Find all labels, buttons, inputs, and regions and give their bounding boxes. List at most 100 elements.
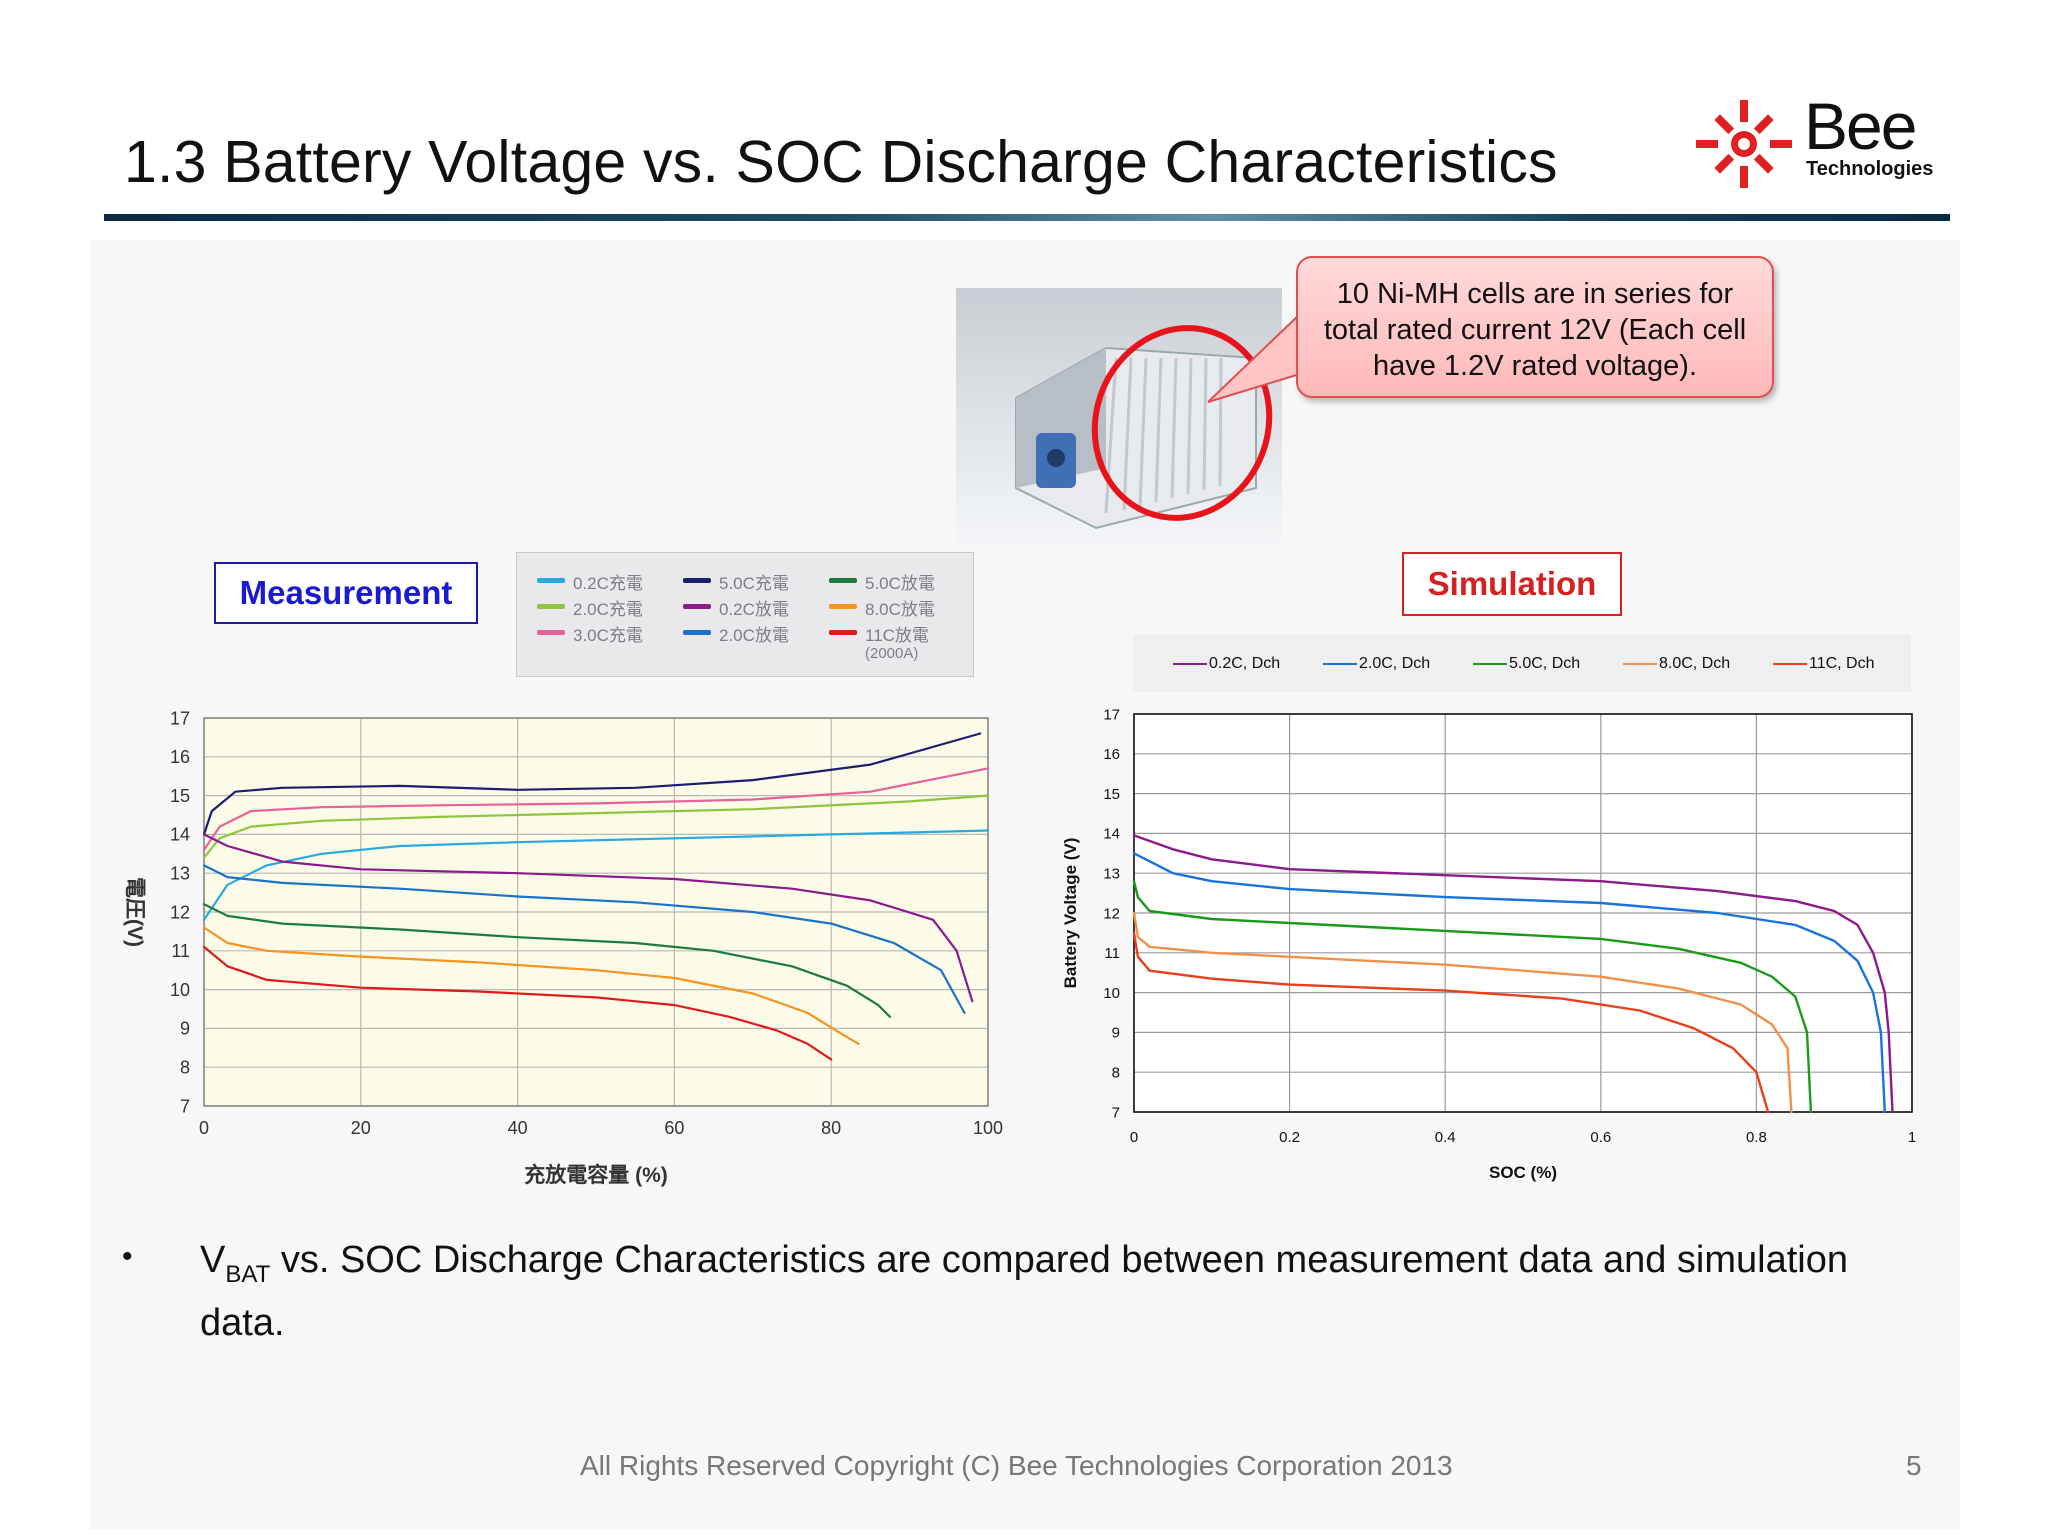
simulation-label: Simulation <box>1402 552 1622 616</box>
legend-label: 2.0C放電 <box>719 626 789 645</box>
battery-callout: 10 Ni-MH cells are in series for total r… <box>1296 256 1774 398</box>
y-tick-label: 7 <box>1112 1104 1120 1121</box>
footer-copyright: All Rights Reserved Copyright (C) Bee Te… <box>580 1450 1453 1481</box>
measurement-chart: 0 20 40 60 80 100 7 8 9 10 11 12 13 14 15 16 17 充放電容量 (%)… <box>123 708 1003 1187</box>
bullet-rest: vs. SOC Discharge Characteristics are co… <box>200 1239 1848 1344</box>
legend-swatch <box>683 604 711 609</box>
y-tick-label: 11 <box>1104 945 1120 962</box>
legend-swatch <box>829 578 857 583</box>
x-tick-label: 60 <box>664 1118 684 1138</box>
legend-swatch <box>1623 663 1657 665</box>
legend-swatch <box>683 630 711 635</box>
y-axis-label: 電圧(V) <box>123 877 146 947</box>
series-line-2 <box>202 767 990 851</box>
series-line-1 <box>1132 852 1886 1114</box>
legend-note: (2000A) <box>865 645 919 662</box>
y-tick-label: 13 <box>170 864 190 884</box>
legend-swatch <box>1323 663 1357 665</box>
y-tick-label: 12 <box>170 902 190 922</box>
x-axis-label: 充放電容量 (%) <box>524 1163 668 1187</box>
legend-label: 11C放電 <box>865 626 929 645</box>
series-line-7 <box>202 926 860 1045</box>
y-tick-label: 13 <box>1103 865 1120 882</box>
legend-label: 0.2C, Dch <box>1209 655 1281 672</box>
x-axis-label: SOC (%) <box>1489 1163 1557 1182</box>
y-tick-label: 15 <box>1103 786 1120 803</box>
x-tick-label: 1 <box>1908 1129 1916 1146</box>
x-tick-label: 40 <box>508 1118 528 1138</box>
legend-label: 5.0C充電 <box>719 574 789 593</box>
y-tick-label: 16 <box>170 747 190 767</box>
legend-label: 0.2C放電 <box>719 600 789 619</box>
legend-label: 8.0C, Dch <box>1659 655 1731 672</box>
series-line-1 <box>202 794 990 859</box>
legend-swatch <box>829 630 857 635</box>
series-line-3 <box>1132 911 1793 1114</box>
legend-swatch <box>1773 663 1807 665</box>
legend-label: 8.0C放電 <box>865 600 935 619</box>
x-tick-label: 80 <box>821 1118 841 1138</box>
logo-wordmark: Bee <box>1804 89 1917 163</box>
x-tick-label: 0.8 <box>1746 1129 1767 1146</box>
bullet-marker: • <box>122 1240 133 1273</box>
legend-label: 3.0C充電 <box>573 626 643 645</box>
measurement-label: Measurement <box>214 562 478 624</box>
legend-swatch <box>537 630 565 635</box>
legend-label: 2.0C, Dch <box>1359 655 1431 672</box>
x-tick-label: 0 <box>1130 1129 1138 1146</box>
y-tick-label: 10 <box>170 980 190 1000</box>
y-tick-label: 12 <box>1103 905 1120 922</box>
y-axis-label: Battery Voltage (V) <box>1061 838 1080 989</box>
x-tick-label: 0.6 <box>1590 1129 1611 1146</box>
legend-swatch <box>537 604 565 609</box>
legend-label: 5.0C放電 <box>865 574 935 593</box>
measurement-legend: (2000A) 0.2C充電 2.0C充電 3.0C充電 5.0C充電 0.2C放電 2.… <box>516 552 974 677</box>
series-line-2 <box>1132 880 1813 1114</box>
y-tick-label: 16 <box>1103 746 1120 763</box>
y-tick-label: 8 <box>180 1058 190 1078</box>
series-line-6 <box>202 903 892 1018</box>
legend-swatch <box>1173 663 1207 665</box>
battery-pack-image <box>956 288 1282 546</box>
bullet-subscript: BAT <box>225 1261 271 1288</box>
x-tick-label: 0.2 <box>1279 1129 1300 1146</box>
x-tick-label: 100 <box>973 1118 1003 1138</box>
legend-label: 0.2C充電 <box>573 574 643 593</box>
page-number: 5 <box>1906 1450 1922 1481</box>
x-tick-label: 0.4 <box>1435 1129 1456 1146</box>
logo-subtitle: Technologies <box>1806 158 1934 180</box>
plot-frame <box>203 717 989 1107</box>
y-tick-label: 15 <box>170 786 190 806</box>
x-tick-label: 0 <box>199 1118 209 1138</box>
simulation-legend: 0.2C, Dch 2.0C, Dch 5.0C, Dch 8.0C, Dch 11C,… <box>1133 635 1911 692</box>
y-tick-label: 7 <box>180 1096 190 1116</box>
series-line-4 <box>1132 931 1770 1114</box>
series-line-0 <box>1132 834 1894 1114</box>
series-line-4 <box>202 833 974 1003</box>
series-line-5 <box>202 864 966 1014</box>
y-tick-label: 8 <box>1112 1064 1120 1081</box>
bullet-text: VBAT vs. SOC Discharge Characteristics a… <box>200 1236 1940 1347</box>
y-tick-label: 17 <box>1103 706 1120 723</box>
legend-label: 2.0C充電 <box>573 600 643 619</box>
slide-title: 1.3 Battery Voltage vs. SOC Discharge Ch… <box>124 129 1558 195</box>
legend-swatch <box>683 578 711 583</box>
legend-swatch <box>1473 663 1507 665</box>
callout-pointer <box>1207 311 1301 403</box>
y-tick-label: 9 <box>1112 1025 1120 1042</box>
series-line-3 <box>202 732 982 836</box>
legend-label: 5.0C, Dch <box>1509 655 1581 672</box>
legend-swatch <box>829 604 857 609</box>
y-tick-label: 10 <box>1103 985 1120 1002</box>
title-rule <box>104 214 1950 221</box>
y-tick-label: 9 <box>180 1019 190 1039</box>
y-tick-label: 14 <box>1103 826 1120 843</box>
legend-label: 11C, Dch <box>1809 655 1875 672</box>
series-line-8 <box>202 945 833 1061</box>
y-tick-label: 17 <box>170 708 190 728</box>
x-tick-label: 20 <box>351 1118 371 1138</box>
legend-swatch <box>537 578 565 583</box>
y-tick-label: 14 <box>170 825 190 845</box>
y-tick-label: 11 <box>171 941 190 961</box>
